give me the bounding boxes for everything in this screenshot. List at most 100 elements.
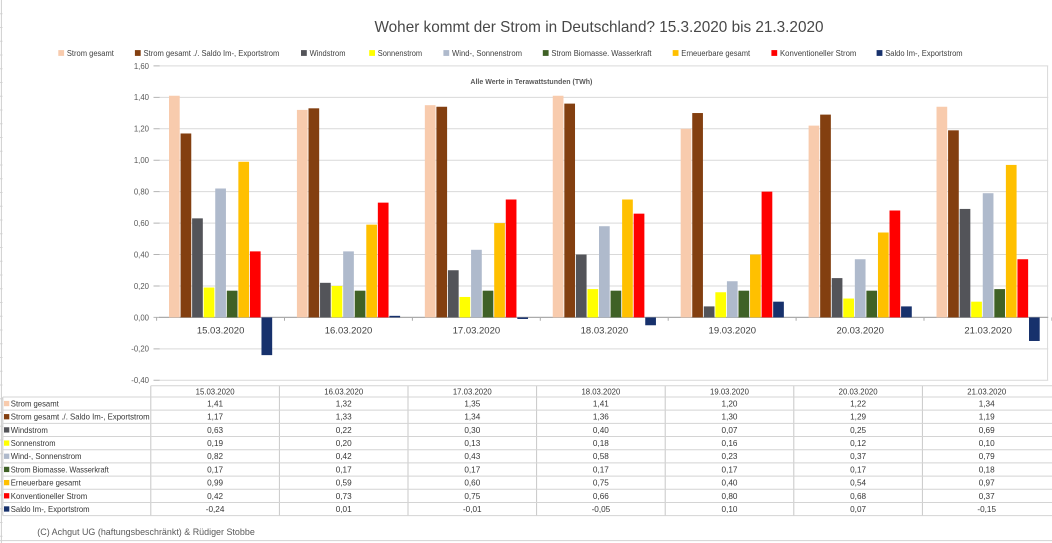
svg-text:19.03.2020: 19.03.2020 (710, 387, 750, 396)
svg-text:Strom gesamt ./. Saldo Im-, Ex: Strom gesamt ./. Saldo Im-, Exportstrom (11, 413, 150, 422)
svg-text:0,20: 0,20 (336, 439, 352, 448)
svg-text:-0,15: -0,15 (977, 505, 996, 514)
svg-text:Strom Biomasse. Wasserkraft: Strom Biomasse. Wasserkraft (551, 49, 652, 58)
svg-text:0,18: 0,18 (979, 465, 995, 474)
svg-text:21.03.2020: 21.03.2020 (967, 387, 1007, 396)
svg-text:0,99: 0,99 (207, 479, 223, 488)
svg-text:0,43: 0,43 (464, 452, 480, 461)
svg-text:Saldo Im-, Exportstrom: Saldo Im-, Exportstrom (11, 505, 90, 514)
svg-text:0,01: 0,01 (336, 505, 352, 514)
svg-text:0,63: 0,63 (207, 426, 223, 435)
svg-text:0,19: 0,19 (207, 439, 223, 448)
svg-text:0,97: 0,97 (979, 479, 995, 488)
svg-text:(C) Achgut UG (haftungsbeschrä: (C) Achgut UG (haftungsbeschränkt) & Rüd… (37, 527, 255, 537)
svg-text:0,37: 0,37 (850, 452, 866, 461)
svg-text:Strom gesamt ./. Saldo Im-, Ex: Strom gesamt ./. Saldo Im-, Exportstrom (144, 49, 280, 58)
svg-text:0,00: 0,00 (134, 313, 150, 322)
svg-text:0,17: 0,17 (722, 465, 738, 474)
svg-text:1,35: 1,35 (464, 399, 480, 408)
svg-text:1,17: 1,17 (207, 413, 223, 422)
svg-text:0,22: 0,22 (336, 426, 352, 435)
svg-text:0,60: 0,60 (464, 479, 480, 488)
svg-text:1,41: 1,41 (593, 399, 609, 408)
svg-text:-0,01: -0,01 (463, 505, 482, 514)
svg-text:0,17: 0,17 (464, 465, 480, 474)
svg-text:1,40: 1,40 (134, 93, 150, 102)
svg-text:Windstrom: Windstrom (11, 426, 48, 435)
svg-text:Konventioneller Strom: Konventioneller Strom (11, 492, 88, 501)
svg-text:Wind-, Sonnenstrom: Wind-, Sonnenstrom (11, 452, 82, 461)
svg-text:0,75: 0,75 (464, 492, 480, 501)
svg-text:0,20: 0,20 (134, 282, 150, 291)
svg-text:0,73: 0,73 (336, 492, 352, 501)
svg-text:1,20: 1,20 (722, 399, 738, 408)
svg-text:Strom gesamt: Strom gesamt (11, 399, 60, 408)
svg-text:0,17: 0,17 (593, 465, 609, 474)
svg-text:0,40: 0,40 (722, 479, 738, 488)
svg-text:0,42: 0,42 (336, 452, 352, 461)
svg-text:17.03.2020: 17.03.2020 (453, 387, 493, 396)
svg-text:0,58: 0,58 (593, 452, 609, 461)
svg-text:0,25: 0,25 (850, 426, 866, 435)
svg-text:1,41: 1,41 (207, 399, 223, 408)
svg-text:0,16: 0,16 (722, 439, 738, 448)
svg-text:1,60: 1,60 (134, 62, 150, 71)
svg-text:0,30: 0,30 (464, 426, 480, 435)
svg-text:1,36: 1,36 (593, 413, 609, 422)
svg-text:0,75: 0,75 (593, 479, 609, 488)
svg-text:1,19: 1,19 (979, 413, 995, 422)
svg-text:0,66: 0,66 (593, 492, 609, 501)
svg-text:0,10: 0,10 (979, 439, 995, 448)
svg-text:0,18: 0,18 (593, 439, 609, 448)
svg-text:0,40: 0,40 (593, 426, 609, 435)
svg-text:Erneuerbare gesamt: Erneuerbare gesamt (11, 479, 82, 488)
svg-text:18.03.2020: 18.03.2020 (581, 387, 621, 396)
svg-text:0,23: 0,23 (722, 452, 738, 461)
svg-text:0,79: 0,79 (979, 452, 995, 461)
svg-text:19.03.2020: 19.03.2020 (709, 326, 757, 337)
svg-text:17.03.2020: 17.03.2020 (453, 326, 501, 337)
svg-text:1,33: 1,33 (336, 413, 352, 422)
svg-text:-0,20: -0,20 (131, 345, 149, 354)
svg-text:0,54: 0,54 (850, 479, 866, 488)
svg-text:0,80: 0,80 (134, 188, 150, 197)
svg-text:0,17: 0,17 (850, 465, 866, 474)
svg-text:15.03.2020: 15.03.2020 (197, 326, 245, 337)
svg-text:20.03.2020: 20.03.2020 (839, 387, 879, 396)
svg-text:1,00: 1,00 (134, 156, 150, 165)
svg-text:Sonnenstrom: Sonnenstrom (11, 439, 56, 448)
svg-text:1,29: 1,29 (850, 413, 866, 422)
svg-text:Saldo Im-, Exportstrom: Saldo Im-, Exportstrom (885, 49, 963, 58)
svg-text:-0,40: -0,40 (131, 376, 149, 385)
svg-text:16.03.2020: 16.03.2020 (325, 326, 373, 337)
svg-text:0,07: 0,07 (722, 426, 738, 435)
svg-text:0,59: 0,59 (336, 479, 352, 488)
svg-text:0,12: 0,12 (850, 439, 866, 448)
svg-text:0,13: 0,13 (464, 439, 480, 448)
svg-text:20.03.2020: 20.03.2020 (836, 326, 884, 337)
svg-text:Konventioneller Strom: Konventioneller Strom (780, 49, 857, 58)
svg-text:1,20: 1,20 (134, 125, 150, 134)
svg-text:0,07: 0,07 (850, 505, 866, 514)
svg-text:Alle Werte in Terawattstunden: Alle Werte in Terawattstunden (TWh) (470, 77, 592, 86)
svg-text:Windstrom: Windstrom (310, 49, 346, 58)
svg-text:0,80: 0,80 (722, 492, 738, 501)
svg-text:-0,24: -0,24 (206, 505, 225, 514)
svg-text:Woher kommt der Strom in Deuts: Woher kommt der Strom in Deutschland? 15… (375, 19, 824, 36)
svg-text:0,69: 0,69 (979, 426, 995, 435)
svg-text:1,32: 1,32 (336, 399, 352, 408)
svg-text:0,10: 0,10 (722, 505, 738, 514)
svg-text:Erneuerbare gesamt: Erneuerbare gesamt (681, 49, 751, 58)
svg-text:1,34: 1,34 (979, 399, 995, 408)
svg-text:Sonnenstrom: Sonnenstrom (378, 49, 423, 58)
svg-text:21.03.2020: 21.03.2020 (964, 326, 1012, 337)
svg-text:0,17: 0,17 (207, 465, 223, 474)
svg-text:1,34: 1,34 (464, 413, 480, 422)
svg-text:18.03.2020: 18.03.2020 (581, 326, 629, 337)
svg-text:16.03.2020: 16.03.2020 (324, 387, 364, 396)
svg-text:0,40: 0,40 (134, 250, 150, 259)
svg-text:15.03.2020: 15.03.2020 (196, 387, 236, 396)
svg-text:0,60: 0,60 (134, 219, 150, 228)
svg-text:0,17: 0,17 (336, 465, 352, 474)
svg-text:-0,05: -0,05 (592, 505, 611, 514)
